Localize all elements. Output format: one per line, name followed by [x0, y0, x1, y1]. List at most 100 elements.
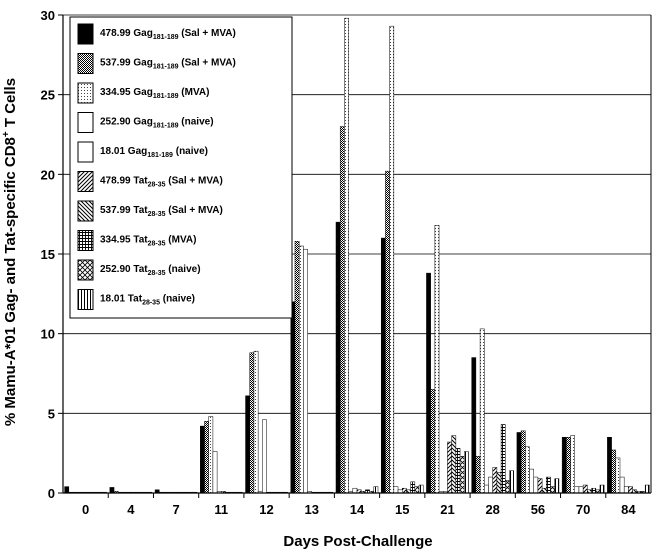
- bar-14-series-4: [352, 487, 358, 494]
- bar-11-series-0: [200, 425, 205, 494]
- bar-12-series-2: [253, 350, 259, 494]
- bar-84-series-0: [607, 436, 612, 494]
- bar-70-series-1: [566, 436, 571, 494]
- bar-84-series-2: [615, 457, 621, 494]
- bar-70-series-7: [591, 487, 597, 494]
- y-axis-title-sup: +: [1, 131, 12, 137]
- bar-56-series-1: [520, 430, 526, 494]
- bar-21-series-1: [430, 389, 436, 494]
- y-tick-label-30: 30: [41, 8, 55, 23]
- x-tick-label-70: 70: [576, 502, 590, 517]
- legend-swatch-6: [77, 200, 94, 222]
- bar-15-series-9: [418, 484, 424, 494]
- legend-swatch-3: [77, 112, 94, 133]
- legend-swatch-5: [77, 171, 94, 192]
- bar-13-series-3: [303, 248, 308, 494]
- x-tick-label-12: 12: [259, 502, 273, 517]
- bar-14-series-1: [339, 126, 345, 494]
- bar-28-series-2: [479, 328, 485, 494]
- legend-swatch-9: [77, 289, 94, 310]
- legend: 478.99 Gag181-189 (Sal + MVA) 537.99 Gag1…: [69, 16, 293, 319]
- x-tick-label-13: 13: [305, 502, 319, 517]
- x-tick-label-4: 4: [127, 502, 135, 517]
- bar-0-series-0: [64, 486, 70, 494]
- legend-label-2: 334.95 Gag181-189 (MVA): [100, 87, 209, 100]
- bar-21-series-5: [447, 441, 452, 494]
- bar-21-series-8: [459, 456, 465, 494]
- bar-56-series-8: [550, 486, 555, 494]
- legend-box: [69, 16, 293, 319]
- x-axis-title: Days Post-Challenge: [283, 533, 432, 550]
- bar-14-series-0: [335, 221, 341, 494]
- x-tick-label-11: 11: [214, 502, 228, 517]
- bar-28-series-3: [484, 484, 489, 494]
- bar-14-series-2: [344, 17, 349, 494]
- bar-84-series-3: [619, 476, 625, 494]
- bar-15-series-2: [389, 25, 395, 494]
- bar-15-series-1: [385, 170, 390, 494]
- tick-labels: 0 5 10 15 20 25 30 0 4 7 11 12 13 14 15 21 28 56 70 84: [41, 8, 637, 517]
- bar-56-series-9: [554, 478, 560, 494]
- bar-21-series-0: [426, 272, 431, 494]
- bar-11-series-3: [212, 451, 218, 494]
- legend-label-4: 18.01 Gag181-189 (naive): [100, 146, 208, 159]
- bar-13-series-2: [298, 245, 304, 494]
- bar-13-series-0: [290, 301, 296, 494]
- bar-56-series-3: [529, 468, 534, 494]
- legend-label-6: 537.99 Tat28-35 (Sal + MVA): [100, 205, 223, 218]
- bar-70-series-3: [574, 486, 580, 494]
- y-tick-label-15: 15: [41, 247, 55, 262]
- bar-15-series-8: [414, 486, 420, 494]
- bars: [64, 17, 650, 494]
- bar-56-series-5: [537, 478, 543, 494]
- x-tick-label-0: 0: [82, 502, 89, 517]
- bar-15-series-7: [410, 481, 416, 494]
- bar-56-series-0: [516, 432, 522, 494]
- bar-28-series-5: [492, 467, 498, 494]
- bar-11-series-2: [208, 416, 214, 494]
- bar-84-series-5: [628, 486, 633, 494]
- bar-28-series-4: [488, 476, 493, 494]
- bar-70-series-5: [582, 484, 588, 494]
- x-tick-label-56: 56: [531, 502, 545, 517]
- x-tick-label-21: 21: [440, 502, 454, 517]
- x-tick-label-84: 84: [621, 502, 636, 517]
- y-tick-label-20: 20: [41, 167, 55, 182]
- bar-15-series-5: [401, 487, 407, 494]
- legend-label-0: 478.99 Gag181-189 (Sal + MVA): [100, 28, 236, 41]
- x-tick-label-7: 7: [172, 502, 179, 517]
- legend-label-7: 334.95 Tat28-35 (MVA): [100, 235, 196, 248]
- x-tick-label-14: 14: [350, 502, 365, 517]
- legend-swatch-1: [77, 53, 94, 74]
- y-tick-label-25: 25: [41, 88, 55, 103]
- y-axis-title-end: T Cells: [2, 78, 19, 131]
- bar-70-series-4: [578, 486, 584, 494]
- bar-56-series-7: [546, 476, 551, 494]
- bar-70-series-9: [599, 484, 605, 494]
- bar-56-series-2: [525, 446, 530, 494]
- bar-28-series-1: [475, 456, 481, 494]
- bar-21-series-6: [451, 435, 457, 494]
- legend-swatch-7: [77, 230, 94, 251]
- bar-28-series-7: [500, 424, 506, 494]
- bar-15-series-3: [393, 486, 399, 494]
- bar-56-series-6: [541, 487, 547, 494]
- x-tick-label-15: 15: [395, 502, 409, 517]
- legend-label-1: 537.99 Gag181-189 (Sal + MVA): [100, 58, 236, 71]
- legend-swatch-0: [77, 23, 94, 45]
- bar-84-series-1: [611, 449, 617, 494]
- bar-21-series-7: [455, 448, 461, 494]
- bar-12-series-1: [249, 352, 255, 494]
- legend-label-9: 18.01 Tat28-35 (naive): [100, 294, 195, 307]
- bar-28-series-0: [471, 357, 477, 494]
- y-axis-title-main: % Mamu-A*01 Gag- and Tat-specific CD8: [2, 137, 19, 426]
- y-axis-title: % Mamu-A*01 Gag- and Tat-specific CD8+ T…: [1, 78, 19, 426]
- axes: [58, 14, 652, 498]
- bar-28-series-6: [496, 472, 502, 494]
- bar-84-series-9: [644, 484, 650, 494]
- bar-56-series-4: [533, 476, 539, 494]
- legend-label-8: 252.90 Tat28-35 (naive): [100, 264, 201, 277]
- bar-70-series-2: [570, 435, 576, 494]
- bar-21-series-9: [464, 451, 469, 494]
